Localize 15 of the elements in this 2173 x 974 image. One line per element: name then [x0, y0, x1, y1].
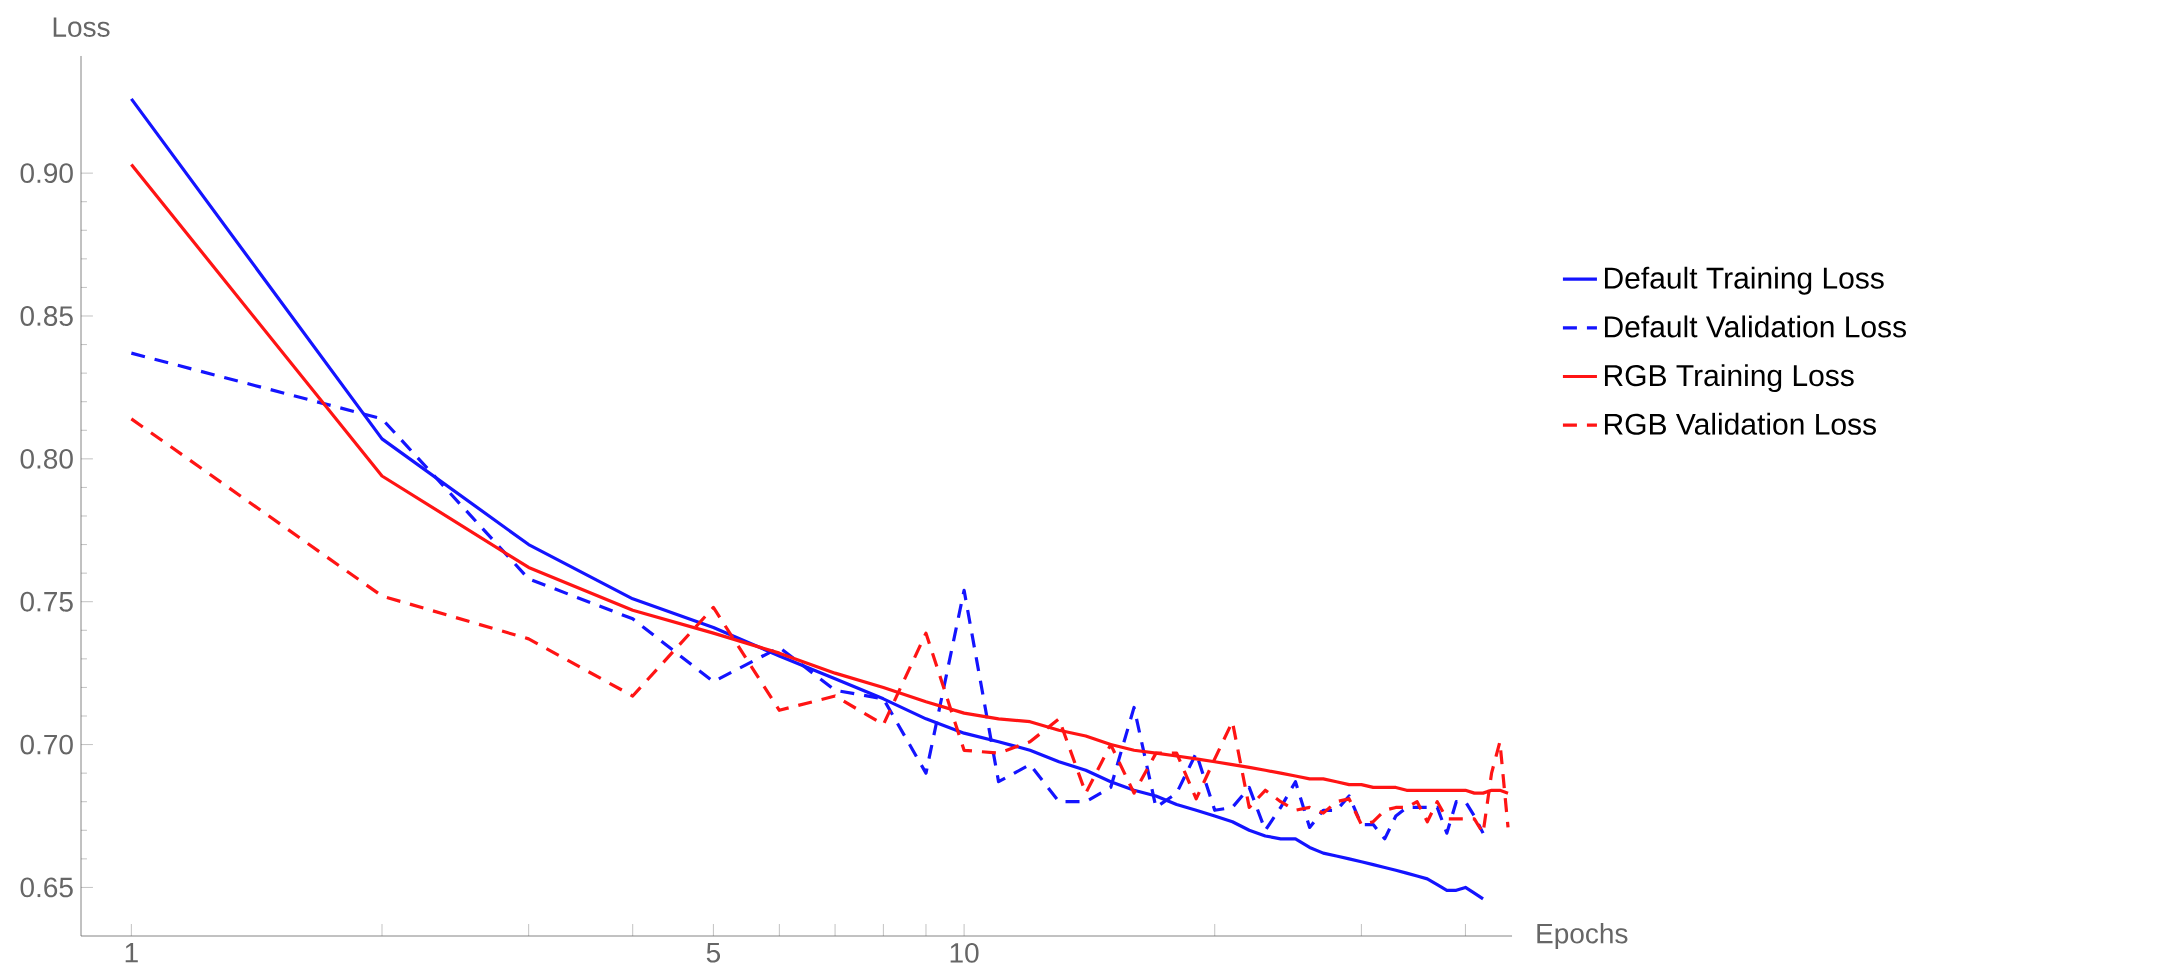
legend-label: Default Validation Loss [1604, 315, 1906, 338]
legend-label: RGB Validation Loss [1604, 412, 1876, 435]
x-tick-label: 1 [125, 943, 138, 963]
y-tick-label: 0.90 [20, 163, 73, 184]
x-axis-title: Epochs [1537, 922, 1628, 950]
x-tick-label: 10 [950, 943, 979, 963]
y-tick-label: 0.65 [20, 877, 73, 898]
legend-label: Default Training Loss [1604, 266, 1884, 295]
legend-label: RGB Training Loss [1604, 364, 1854, 393]
x-tick-label: 5 [706, 943, 721, 963]
y-tick-label: 0.85 [20, 306, 73, 326]
y-tick-label: 0.80 [20, 448, 73, 469]
y-axis-title: Loss [53, 17, 110, 37]
y-tick-label: 0.70 [20, 734, 73, 755]
y-tick-label: 0.75 [20, 591, 73, 612]
